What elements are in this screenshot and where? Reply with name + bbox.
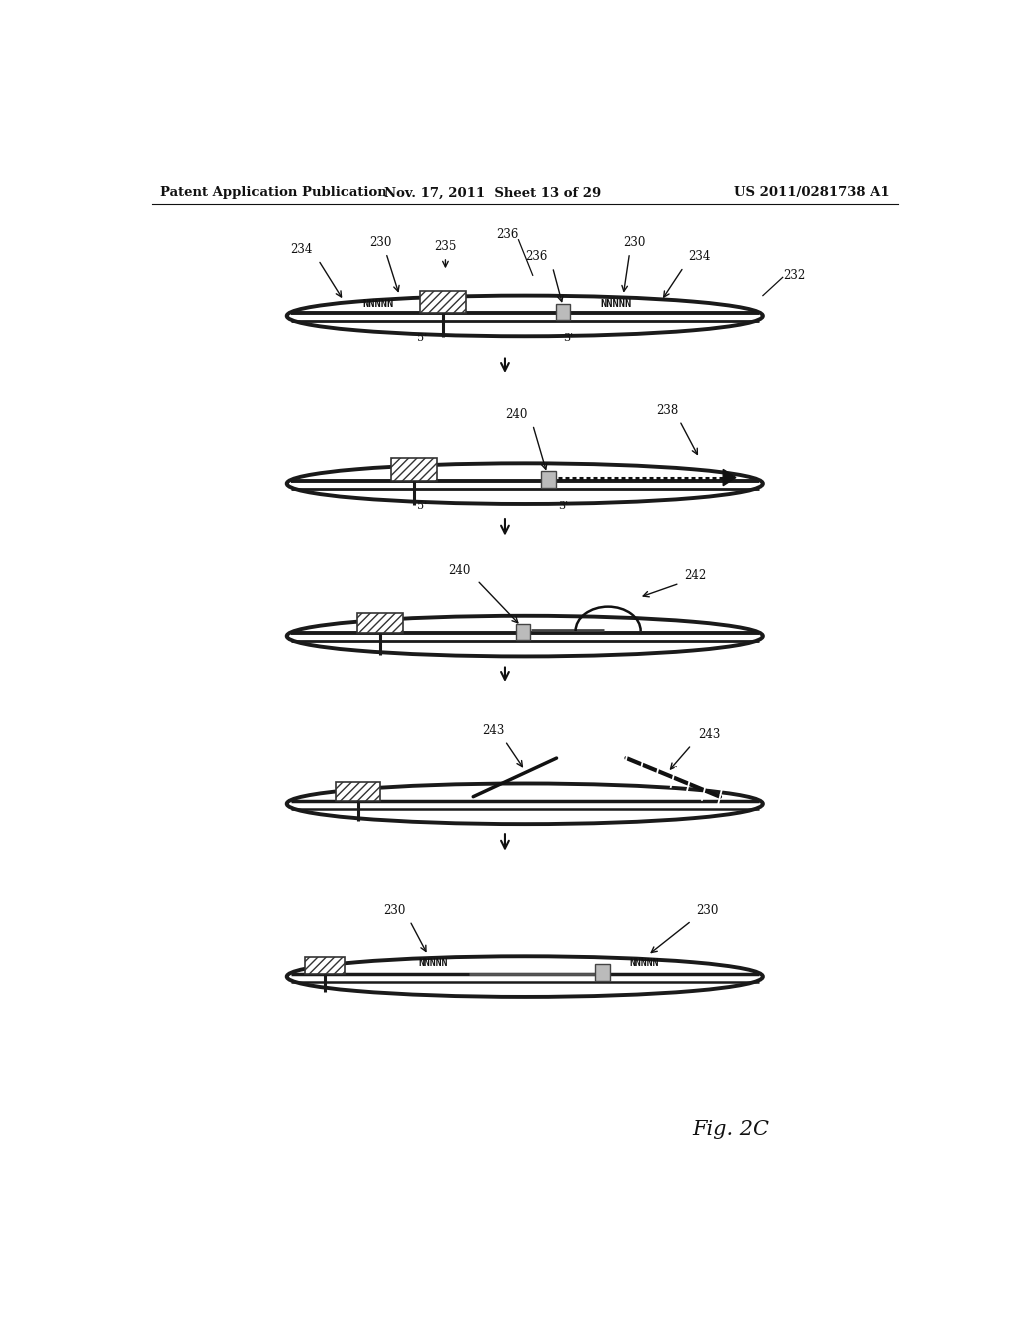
Bar <box>556 304 570 319</box>
Text: NNNNN: NNNNN <box>600 298 632 309</box>
Text: 5': 5' <box>417 334 427 343</box>
Text: 230: 230 <box>370 236 391 249</box>
Text: Fig. 2C: Fig. 2C <box>692 1119 770 1139</box>
Text: 234: 234 <box>290 243 312 256</box>
Text: Patent Application Publication: Patent Application Publication <box>160 186 386 199</box>
Text: 238: 238 <box>656 404 679 417</box>
Text: 236: 236 <box>525 251 548 264</box>
Bar <box>305 957 345 974</box>
Text: 3': 3' <box>558 502 568 511</box>
Text: US 2011/0281738 A1: US 2011/0281738 A1 <box>734 186 890 199</box>
Text: 230: 230 <box>696 904 719 917</box>
Text: 243: 243 <box>697 729 720 742</box>
Text: 3': 3' <box>563 334 573 343</box>
Text: Nov. 17, 2011  Sheet 13 of 29: Nov. 17, 2011 Sheet 13 of 29 <box>384 186 602 199</box>
Bar <box>420 290 466 313</box>
Text: 230: 230 <box>624 236 645 249</box>
Bar <box>336 783 380 801</box>
Text: 240: 240 <box>506 408 528 421</box>
Bar <box>542 471 556 487</box>
Text: NNNNN: NNNNN <box>419 958 449 969</box>
Text: 235: 235 <box>434 240 457 253</box>
Bar <box>595 965 609 981</box>
Text: 230: 230 <box>383 904 406 917</box>
Text: 236: 236 <box>497 228 518 242</box>
Bar <box>516 624 530 640</box>
Text: 242: 242 <box>684 569 707 582</box>
Polygon shape <box>723 470 736 486</box>
Bar <box>391 458 436 480</box>
Text: 5': 5' <box>417 502 427 511</box>
Text: 240: 240 <box>449 564 471 577</box>
Text: NNNNN: NNNNN <box>629 958 658 969</box>
Text: 232: 232 <box>783 269 806 281</box>
Text: NNNNN: NNNNN <box>362 298 393 309</box>
Bar <box>357 612 403 634</box>
Text: 243: 243 <box>482 725 504 737</box>
Text: 234: 234 <box>688 251 711 264</box>
